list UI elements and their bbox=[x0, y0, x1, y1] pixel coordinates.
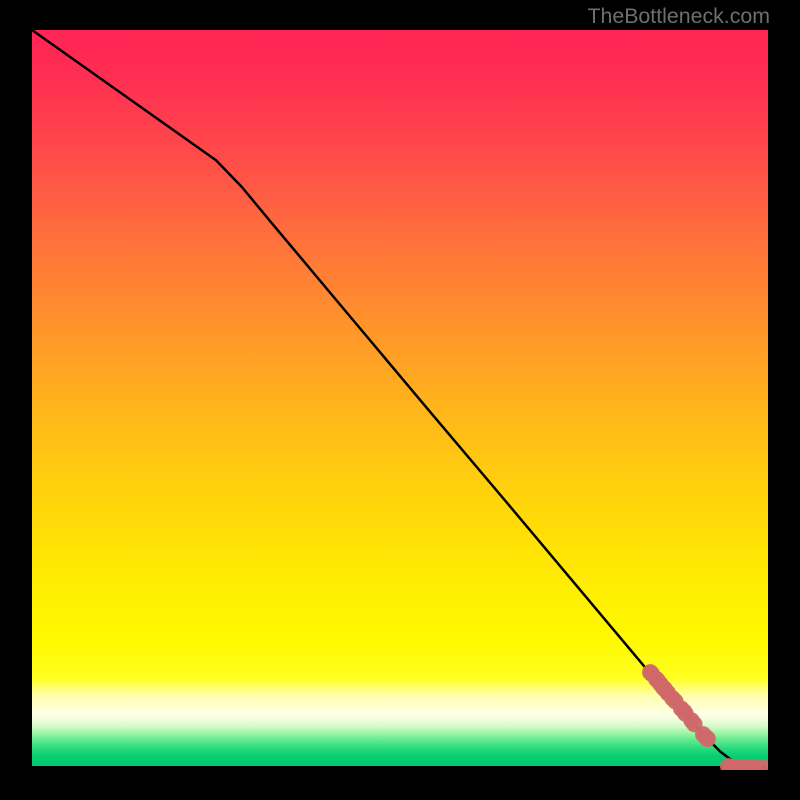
chart-container: TheBottleneck.com bbox=[0, 0, 800, 800]
main-line bbox=[32, 30, 768, 768]
watermark-text: TheBottleneck.com bbox=[587, 4, 770, 29]
chart-svg bbox=[32, 30, 768, 770]
data-marker bbox=[699, 731, 715, 747]
plot-area bbox=[32, 30, 768, 770]
markers-group bbox=[642, 664, 768, 770]
